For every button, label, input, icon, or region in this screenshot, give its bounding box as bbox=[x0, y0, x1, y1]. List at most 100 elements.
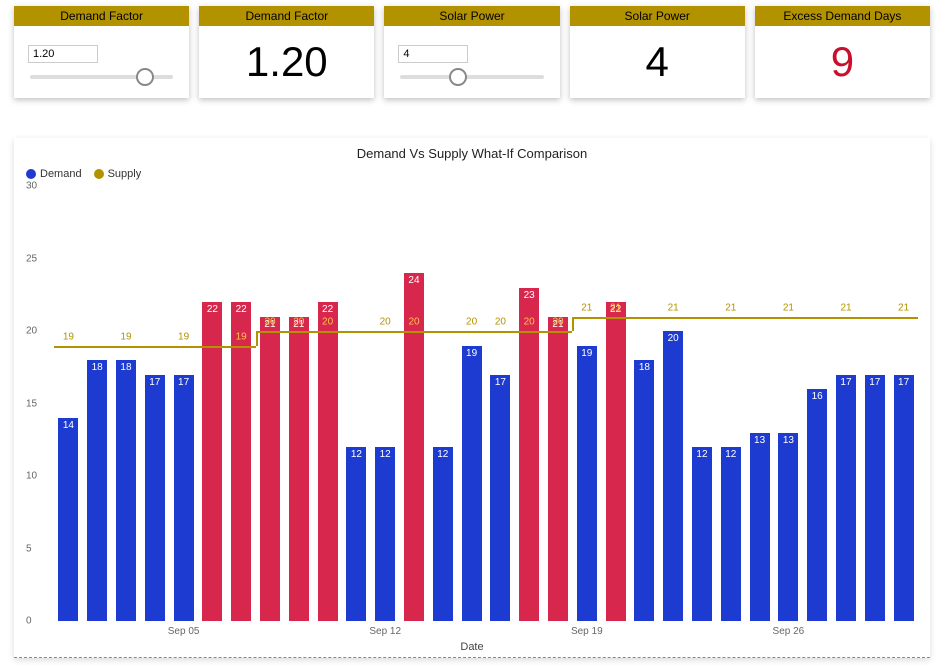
supply-value-label: 20 bbox=[264, 317, 275, 328]
bar-value-label: 18 bbox=[87, 362, 107, 373]
demand-bar[interactable]: 12 bbox=[721, 447, 741, 621]
supply-value-label: 21 bbox=[840, 302, 851, 313]
bar-value-label: 18 bbox=[634, 362, 654, 373]
bar-value-label: 12 bbox=[346, 449, 366, 460]
supply-value-label: 20 bbox=[552, 317, 563, 328]
x-tick-label: Sep 26 bbox=[773, 626, 805, 637]
demand-bar[interactable]: 16 bbox=[807, 389, 827, 621]
bar-value-label: 12 bbox=[433, 449, 453, 460]
demand-bar[interactable]: 17 bbox=[174, 375, 194, 622]
supply-value-label: 20 bbox=[380, 317, 391, 328]
demand-bar[interactable]: 22 bbox=[231, 302, 251, 621]
bar-value-label: 19 bbox=[462, 348, 482, 359]
demand-bar[interactable]: 21 bbox=[260, 317, 280, 622]
bar-value-label: 17 bbox=[145, 377, 165, 388]
demand-bar[interactable]: 18 bbox=[87, 360, 107, 621]
bar-value-label: 22 bbox=[318, 304, 338, 315]
solar-value: 4 bbox=[646, 41, 669, 83]
supply-line-segment bbox=[572, 317, 574, 332]
demand-factor-value: 1.20 bbox=[246, 41, 328, 83]
supply-value-label: 20 bbox=[524, 317, 535, 328]
supply-value-label: 21 bbox=[725, 302, 736, 313]
legend-dot-supply bbox=[94, 169, 104, 179]
kpi-cards-row: Demand Factor Demand Factor 1.20 Solar P… bbox=[0, 0, 944, 98]
y-tick-label: 15 bbox=[26, 398, 37, 409]
demand-bar[interactable]: 12 bbox=[692, 447, 712, 621]
demand-bar[interactable]: 18 bbox=[634, 360, 654, 621]
demand-bar[interactable]: 17 bbox=[836, 375, 856, 622]
chart-title: Demand Vs Supply What-If Comparison bbox=[14, 138, 930, 161]
chart-plot-area: 0510152025301418181717222221212212122412… bbox=[54, 186, 918, 621]
card-solar-slider: Solar Power bbox=[384, 6, 559, 98]
demand-bar[interactable]: 13 bbox=[750, 433, 770, 622]
legend-dot-demand bbox=[26, 169, 36, 179]
demand-bar[interactable]: 21 bbox=[289, 317, 309, 622]
supply-line-segment bbox=[572, 317, 918, 319]
demand-bar[interactable]: 21 bbox=[548, 317, 568, 622]
supply-value-label: 19 bbox=[120, 331, 131, 342]
bar-value-label: 17 bbox=[894, 377, 914, 388]
demand-bar[interactable]: 19 bbox=[577, 346, 597, 622]
solar-input[interactable] bbox=[398, 45, 468, 63]
y-tick-label: 25 bbox=[26, 253, 37, 264]
bar-value-label: 24 bbox=[404, 275, 424, 286]
slider-thumb[interactable] bbox=[449, 68, 467, 86]
supply-value-label: 20 bbox=[293, 317, 304, 328]
bar-value-label: 14 bbox=[58, 420, 78, 431]
demand-bar[interactable]: 22 bbox=[318, 302, 338, 621]
supply-value-label: 21 bbox=[610, 302, 621, 313]
supply-value-label: 21 bbox=[668, 302, 679, 313]
bar-value-label: 22 bbox=[231, 304, 251, 315]
demand-bar[interactable]: 17 bbox=[490, 375, 510, 622]
bar-value-label: 23 bbox=[519, 290, 539, 301]
demand-factor-input[interactable] bbox=[28, 45, 98, 63]
demand-bar[interactable]: 17 bbox=[145, 375, 165, 622]
demand-bar[interactable]: 14 bbox=[58, 418, 78, 621]
supply-value-label: 21 bbox=[581, 302, 592, 313]
demand-bar[interactable]: 13 bbox=[778, 433, 798, 622]
demand-bar[interactable]: 12 bbox=[433, 447, 453, 621]
bar-value-label: 13 bbox=[778, 435, 798, 446]
card-solar-value: Solar Power 4 bbox=[570, 6, 745, 98]
bar-value-label: 17 bbox=[174, 377, 194, 388]
demand-bar[interactable]: 18 bbox=[116, 360, 136, 621]
legend-label: Demand bbox=[40, 168, 82, 180]
card-demand-factor-slider: Demand Factor bbox=[14, 6, 189, 98]
x-tick-label: Sep 19 bbox=[571, 626, 603, 637]
demand-bar[interactable]: 12 bbox=[346, 447, 366, 621]
supply-value-label: 19 bbox=[236, 331, 247, 342]
legend-demand: Demand bbox=[26, 168, 82, 180]
bar-value-label: 20 bbox=[663, 333, 683, 344]
supply-value-label: 20 bbox=[495, 317, 506, 328]
supply-value-label: 19 bbox=[178, 331, 189, 342]
legend-supply: Supply bbox=[94, 168, 142, 180]
solar-slider[interactable] bbox=[400, 75, 543, 79]
demand-bar[interactable]: 19 bbox=[462, 346, 482, 622]
chart-legend: Demand Supply bbox=[26, 168, 141, 180]
y-tick-label: 10 bbox=[26, 471, 37, 482]
chart-card: Demand Vs Supply What-If Comparison Dema… bbox=[14, 138, 930, 658]
bar-value-label: 18 bbox=[116, 362, 136, 373]
demand-factor-slider[interactable] bbox=[30, 75, 173, 79]
card-title: Solar Power bbox=[570, 6, 745, 26]
demand-bar[interactable]: 22 bbox=[202, 302, 222, 621]
bar-value-label: 13 bbox=[750, 435, 770, 446]
demand-bar[interactable]: 22 bbox=[606, 302, 626, 621]
bar-value-label: 16 bbox=[807, 391, 827, 402]
y-tick-label: 5 bbox=[26, 543, 32, 554]
card-title: Excess Demand Days bbox=[755, 6, 930, 26]
demand-bar[interactable]: 23 bbox=[519, 288, 539, 622]
card-title: Solar Power bbox=[384, 6, 559, 26]
demand-bar[interactable]: 17 bbox=[894, 375, 914, 622]
demand-bar[interactable]: 12 bbox=[375, 447, 395, 621]
legend-label: Supply bbox=[108, 168, 142, 180]
x-axis-title: Date bbox=[460, 641, 483, 653]
bar-value-label: 12 bbox=[721, 449, 741, 460]
bar-value-label: 17 bbox=[865, 377, 885, 388]
x-tick-label: Sep 12 bbox=[369, 626, 401, 637]
slider-thumb[interactable] bbox=[136, 68, 154, 86]
demand-bar[interactable]: 20 bbox=[663, 331, 683, 621]
card-excess-days: Excess Demand Days 9 bbox=[755, 6, 930, 98]
bar-value-label: 22 bbox=[202, 304, 222, 315]
demand-bar[interactable]: 17 bbox=[865, 375, 885, 622]
